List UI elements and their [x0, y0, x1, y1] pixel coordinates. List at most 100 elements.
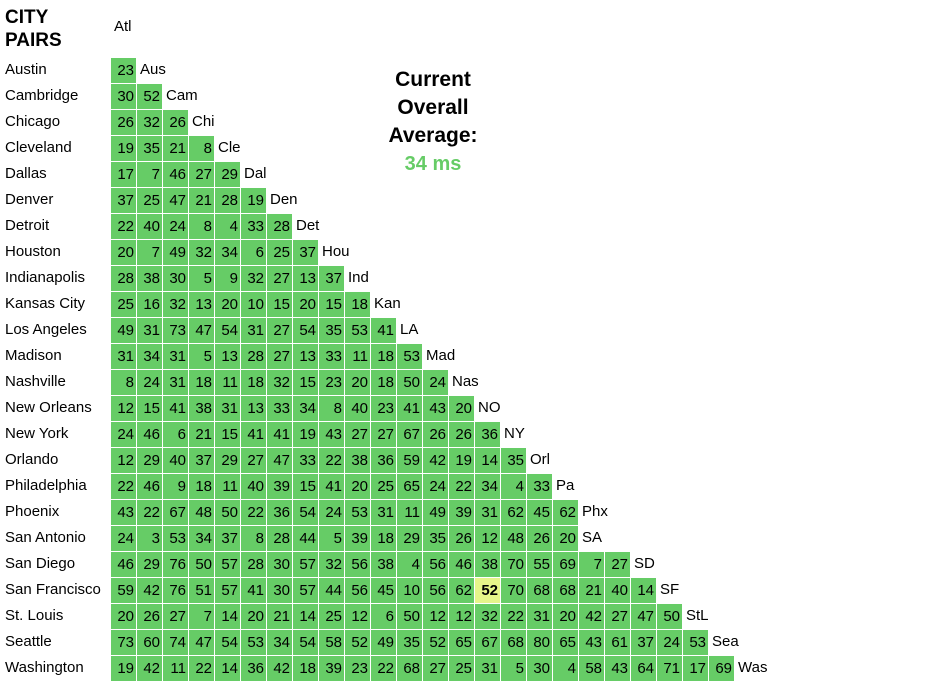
latency-cell: 27 — [423, 656, 448, 681]
latency-cell: 29 — [137, 552, 162, 577]
latency-cell: 50 — [189, 552, 214, 577]
column-label: Mad — [426, 347, 456, 364]
latency-cell: 37 — [111, 188, 136, 213]
average-value: 34 ms — [404, 153, 462, 175]
latency-cell: 65 — [397, 474, 422, 499]
latency-cell: 56 — [345, 578, 370, 603]
row-label: Houston — [5, 243, 61, 260]
latency-cell: 57 — [215, 578, 240, 603]
latency-cell: 38 — [137, 266, 162, 291]
latency-cell: 47 — [631, 604, 656, 629]
title-line-1: CITY — [5, 7, 49, 28]
latency-cell: 15 — [319, 292, 344, 317]
latency-cell: 47 — [267, 448, 292, 473]
latency-cell: 80 — [527, 630, 552, 655]
row-label: San Francisco — [5, 581, 101, 598]
column-label: Pa — [556, 477, 575, 494]
latency-cell: 13 — [293, 266, 318, 291]
row-label: St. Louis — [5, 607, 64, 624]
latency-cell: 20 — [449, 396, 474, 421]
latency-cell: 67 — [163, 500, 188, 525]
latency-cell: 69 — [553, 552, 578, 577]
latency-cell: 53 — [163, 526, 188, 551]
latency-cell: 18 — [189, 474, 214, 499]
latency-cell: 26 — [137, 604, 162, 629]
column-label: NO — [478, 399, 501, 416]
latency-cell: 8 — [111, 370, 136, 395]
latency-cell: 9 — [163, 474, 188, 499]
latency-cell: 22 — [371, 656, 396, 681]
latency-cell: 22 — [449, 474, 474, 499]
latency-cell: 45 — [371, 578, 396, 603]
latency-cell: 40 — [163, 448, 188, 473]
column-label: Ind — [348, 269, 369, 286]
latency-cell: 49 — [111, 318, 136, 343]
latency-cell: 43 — [111, 500, 136, 525]
latency-cell: 7 — [579, 552, 604, 577]
latency-cell: 43 — [605, 656, 630, 681]
latency-cell: 3 — [137, 526, 162, 551]
latency-cell: 22 — [501, 604, 526, 629]
latency-cell: 31 — [527, 604, 552, 629]
latency-cell: 48 — [501, 526, 526, 551]
latency-cell: 43 — [423, 396, 448, 421]
latency-cell: 21 — [267, 604, 292, 629]
latency-cell: 29 — [137, 448, 162, 473]
latency-cell: 23 — [345, 656, 370, 681]
latency-cell: 29 — [215, 162, 240, 187]
latency-cell: 35 — [501, 448, 526, 473]
latency-cell: 62 — [553, 500, 578, 525]
column-label: Cle — [218, 139, 241, 156]
latency-cell: 34 — [293, 396, 318, 421]
latency-cell: 22 — [189, 656, 214, 681]
latency-cell: 5 — [319, 526, 344, 551]
latency-cell: 21 — [163, 136, 188, 161]
latency-cell: 20 — [111, 604, 136, 629]
latency-cell: 33 — [527, 474, 552, 499]
latency-cell: 27 — [605, 552, 630, 577]
latency-cell: 20 — [553, 604, 578, 629]
latency-cell: 35 — [137, 136, 162, 161]
latency-cell: 25 — [267, 240, 292, 265]
average-line-2: Overall — [397, 96, 469, 119]
latency-cell: 12 — [345, 604, 370, 629]
row-label: Washington — [5, 659, 84, 676]
row-label: Nashville — [5, 373, 66, 390]
latency-cell: 31 — [215, 396, 240, 421]
latency-cell: 70 — [501, 552, 526, 577]
column-label: Aus — [140, 61, 166, 78]
column-label: Was — [738, 659, 768, 676]
latency-cell: 54 — [215, 630, 240, 655]
latency-cell: 20 — [215, 292, 240, 317]
average-line-1: Current — [395, 68, 471, 91]
latency-cell: 11 — [215, 370, 240, 395]
latency-cell: 58 — [579, 656, 604, 681]
latency-cell: 18 — [371, 370, 396, 395]
latency-cell: 56 — [423, 552, 448, 577]
column-label: StL — [686, 607, 709, 624]
latency-cell: 57 — [293, 578, 318, 603]
latency-cell: 36 — [371, 448, 396, 473]
latency-cell: 44 — [319, 578, 344, 603]
latency-cell: 8 — [319, 396, 344, 421]
latency-cell: 42 — [267, 656, 292, 681]
column-label: Den — [270, 191, 298, 208]
latency-cell: 27 — [267, 344, 292, 369]
latency-cell: 50 — [215, 500, 240, 525]
latency-cell: 8 — [189, 136, 214, 161]
latency-cell: 33 — [241, 214, 266, 239]
latency-cell: 20 — [345, 474, 370, 499]
latency-cell: 47 — [163, 188, 188, 213]
latency-cell: 11 — [163, 656, 188, 681]
latency-cell: 69 — [709, 656, 734, 681]
latency-cell: 7 — [137, 240, 162, 265]
latency-cell: 24 — [111, 422, 136, 447]
column-label: Det — [296, 217, 320, 234]
latency-cell: 11 — [397, 500, 422, 525]
row-label: Orlando — [5, 451, 59, 468]
latency-cell: 43 — [319, 422, 344, 447]
latency-cell: 22 — [241, 500, 266, 525]
latency-cell: 42 — [137, 578, 162, 603]
row-label: Madison — [5, 347, 62, 364]
latency-cell: 37 — [631, 630, 656, 655]
